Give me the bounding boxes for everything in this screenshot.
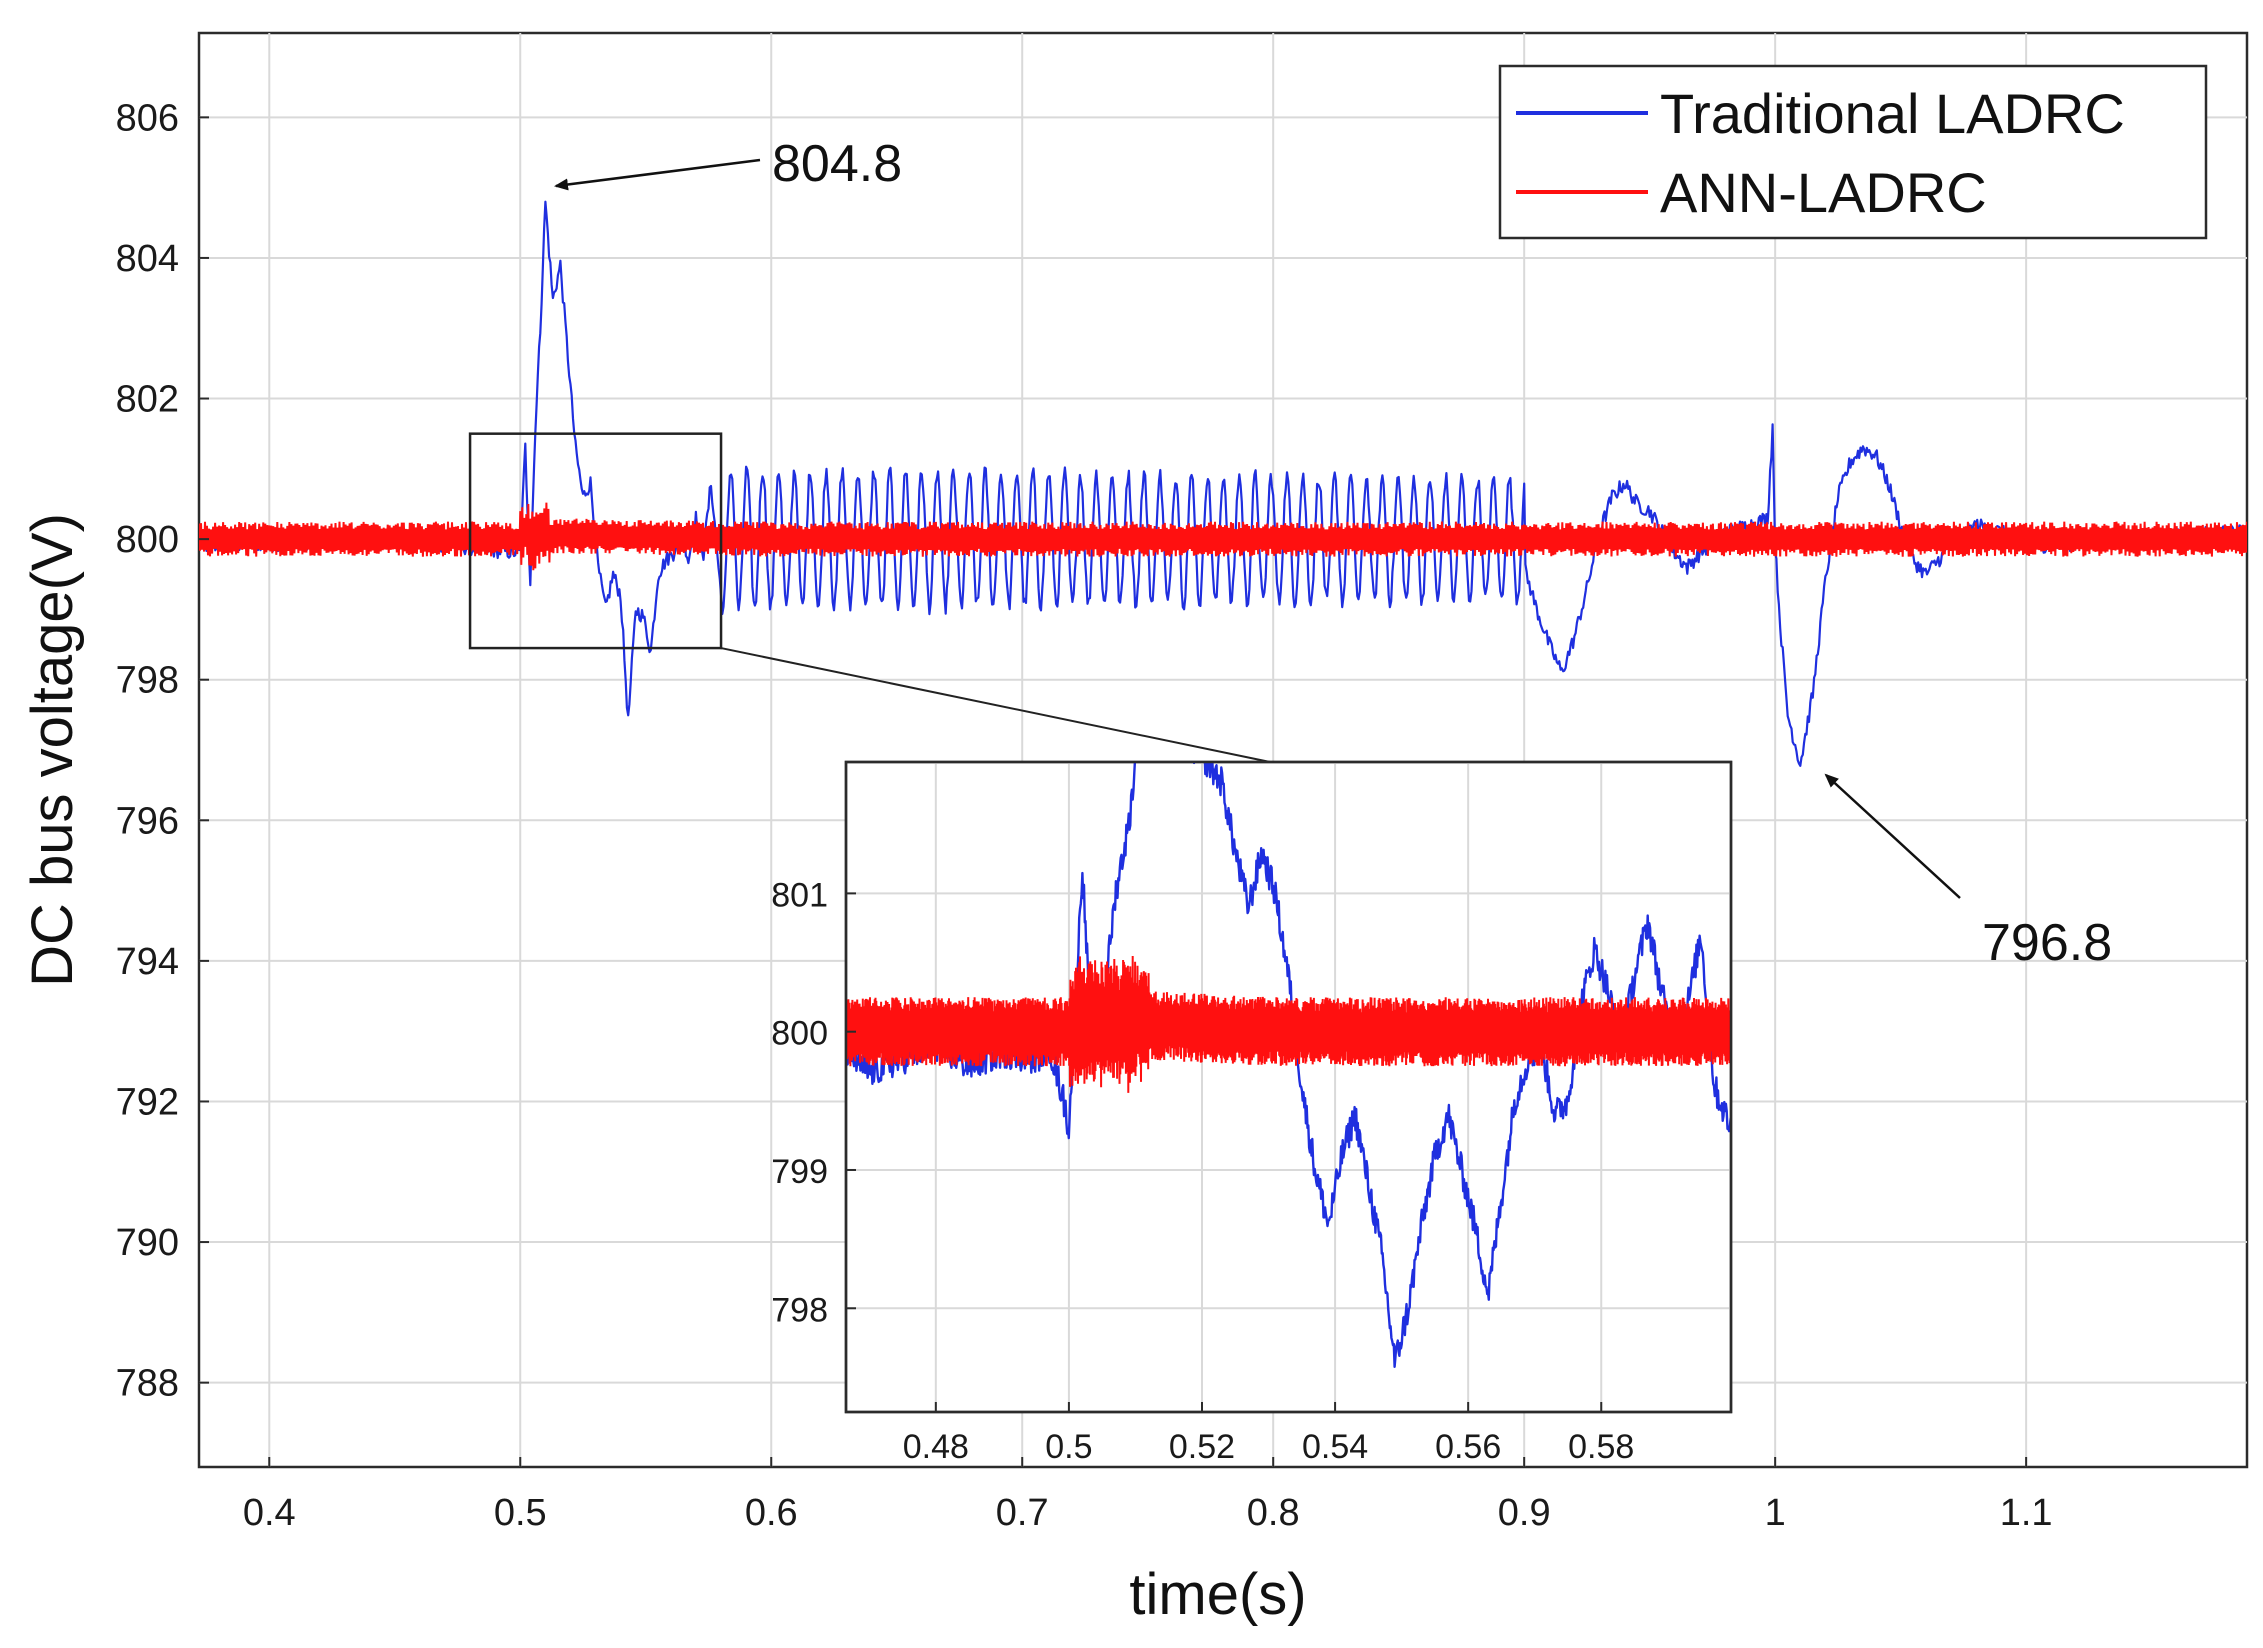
x-axis-label: time(s) <box>1129 1562 1306 1627</box>
main-y-tick-label: 802 <box>116 379 179 421</box>
main-y-tick-label: 794 <box>116 941 179 983</box>
zoom-region-box <box>468 432 723 650</box>
annotation-dip-arrow <box>1824 773 1961 899</box>
main-x-tick-label: 0.7 <box>996 1492 1049 1534</box>
inset-x-tick-label: 0.5 <box>1045 1428 1092 1466</box>
main-y-tick-label: 798 <box>116 660 179 702</box>
legend-label-traditional-ladrc: Traditional LADRC <box>1660 82 2125 145</box>
main-x-tick-label: 0.6 <box>745 1492 798 1534</box>
series-ann-ladrc-line <box>199 502 2247 571</box>
main-y-tick-label: 790 <box>116 1222 179 1264</box>
y-axis-label: DC bus voltage(V) <box>20 513 85 987</box>
inset-y-tick-label: 799 <box>771 1153 828 1191</box>
inset-x-tick-label: 0.52 <box>1169 1428 1235 1466</box>
inset-series-ann-ladrc-line <box>846 955 1731 1093</box>
inset-y-tick-label: 800 <box>771 1015 828 1053</box>
main-x-tick-label: 0.4 <box>243 1492 296 1534</box>
legend-box <box>1498 64 2208 240</box>
inset-y-axis-ticks: 798 799 800 801 <box>771 876 856 1329</box>
annotation-peak-arrow <box>554 158 761 191</box>
annotation-dip-label: 796.8 <box>1982 914 2112 972</box>
inset-y-tick-label: 798 <box>771 1291 828 1329</box>
legend: Traditional LADRC ANN-LADRC <box>1498 64 2208 240</box>
inset-border <box>844 760 1733 1414</box>
main-y-tick-label: 792 <box>116 1081 179 1123</box>
main-series-group <box>199 200 2247 767</box>
inset-series-group <box>846 762 1731 1368</box>
inset-x-tick-label: 0.56 <box>1435 1428 1501 1466</box>
inset-x-axis-ticks: 0.48 0.5 0.52 0.54 0.56 0.58 <box>903 1402 1634 1466</box>
zoom-connector-line <box>720 647 1271 763</box>
inset-y-tick-label: 801 <box>771 876 828 914</box>
inset-x-tick-label: 0.58 <box>1568 1428 1634 1466</box>
main-y-tick-label: 806 <box>116 97 179 139</box>
main-x-tick-label: 0.9 <box>1498 1492 1551 1534</box>
annotation-peak-label: 804.8 <box>772 135 902 193</box>
main-x-axis-ticks: 0.4 0.5 0.6 0.7 0.8 0.9 1 1.1 <box>243 1457 2053 1534</box>
main-x-tick-label: 1 <box>1765 1492 1786 1534</box>
main-x-tick-label: 0.8 <box>1247 1492 1300 1534</box>
inset-x-tick-label: 0.54 <box>1302 1428 1368 1466</box>
main-y-axis-ticks: 788 790 792 794 796 798 800 802 804 806 <box>116 97 209 1405</box>
main-x-tick-label: 1.1 <box>2000 1492 2053 1534</box>
main-y-tick-label: 800 <box>116 519 179 561</box>
main-y-tick-label: 796 <box>116 800 179 842</box>
main-y-tick-label: 788 <box>116 1363 179 1405</box>
inset-plot-frame <box>844 760 1733 1414</box>
main-y-tick-label: 804 <box>116 238 179 280</box>
inset-x-tick-label: 0.48 <box>903 1428 969 1466</box>
legend-label-ann-ladrc: ANN-LADRC <box>1660 161 1987 224</box>
main-x-tick-label: 0.5 <box>494 1492 547 1534</box>
